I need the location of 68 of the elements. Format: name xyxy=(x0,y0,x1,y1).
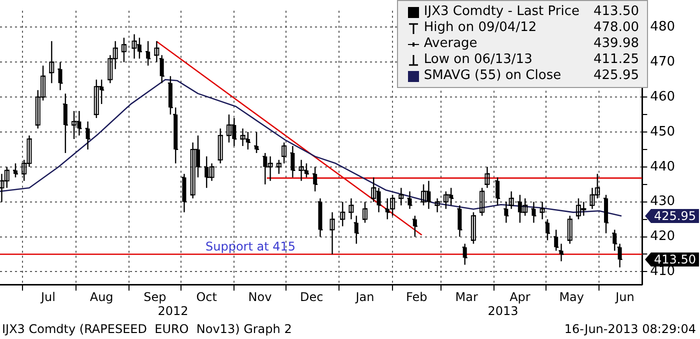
x-tick-label: Apr xyxy=(510,290,530,304)
y-tick-label: 450 xyxy=(650,124,676,140)
candlestick xyxy=(470,212,476,244)
candlestick xyxy=(398,187,404,206)
candlestick xyxy=(58,62,62,91)
text: High on 09/04/12 478.00 xyxy=(424,20,639,35)
text: 2012 xyxy=(158,304,188,318)
candlestick xyxy=(290,145,295,178)
annotation: 425.95 xyxy=(594,68,639,84)
text: Low on 06/13/13 411.25 xyxy=(424,52,639,67)
ref-line-label: Support at 415 xyxy=(206,239,296,254)
legend-label: IJX3 Comdty - Last Price 413.50 xyxy=(424,4,639,20)
candlestick xyxy=(408,190,412,210)
candlestick xyxy=(484,166,490,188)
candlestick xyxy=(318,198,322,238)
text: IJX3 Comdty (RAPESEED EURO Nov13) Graph 2 xyxy=(2,322,292,336)
candlestick xyxy=(567,215,572,244)
candlestick xyxy=(559,243,564,262)
candlestick xyxy=(618,243,622,268)
candlestick xyxy=(504,201,508,224)
candlestick xyxy=(86,120,90,150)
text: SMAVG (55) on Close xyxy=(424,68,562,83)
candlestick xyxy=(4,166,10,188)
candlestick xyxy=(276,159,282,174)
y-tick-label: 430 xyxy=(650,194,676,210)
candlestick xyxy=(154,40,160,63)
candlestick xyxy=(160,54,164,84)
x-tick-label: May xyxy=(559,290,584,304)
x-tick-label: Sep xyxy=(144,290,166,304)
text: 16-Jun-2013 08:29:04 xyxy=(564,322,696,336)
text: 2013 xyxy=(488,304,518,318)
candlestick xyxy=(182,173,186,213)
y-tick-label: 460 xyxy=(650,89,676,104)
candlestick xyxy=(554,229,558,252)
candlestick xyxy=(121,37,126,63)
candlestick xyxy=(612,229,617,252)
candlestick xyxy=(348,198,354,220)
candlestick xyxy=(508,190,514,210)
x-tick-label: Dec xyxy=(300,290,324,304)
x-tick-label: Aug xyxy=(90,290,114,304)
x-tick-label: Jun xyxy=(614,290,634,304)
candlestick xyxy=(174,106,178,164)
y-tick-label: 440 xyxy=(650,159,676,174)
text: 413.50 xyxy=(654,252,696,267)
candlestick xyxy=(49,40,54,84)
candlestick xyxy=(434,198,440,213)
y-tick-label: 480 xyxy=(650,20,676,35)
x-tick-label: Jan xyxy=(354,290,374,304)
candlestick xyxy=(340,201,346,227)
candlestick xyxy=(218,128,223,164)
y-tick-label: 470 xyxy=(650,54,676,70)
candlestick xyxy=(458,204,462,238)
x-tick-label: Jul xyxy=(40,290,56,304)
y-tick-label: 420 xyxy=(650,229,676,244)
candlestick xyxy=(540,201,545,220)
candlestick xyxy=(462,243,467,266)
text: 425.95 xyxy=(654,209,696,224)
x-tick-label: Oct xyxy=(196,290,218,304)
candlestick xyxy=(330,212,335,255)
x-tick-label: Nov xyxy=(248,290,272,304)
candlestick xyxy=(362,201,368,224)
x-tick-label: Mar xyxy=(455,290,478,304)
text: Average 439.98 xyxy=(424,36,639,51)
candlestick xyxy=(480,187,485,216)
candlestick xyxy=(282,142,287,164)
candlestick xyxy=(532,201,536,224)
candlestick xyxy=(354,215,358,244)
x-tick-label: Feb xyxy=(406,290,428,304)
